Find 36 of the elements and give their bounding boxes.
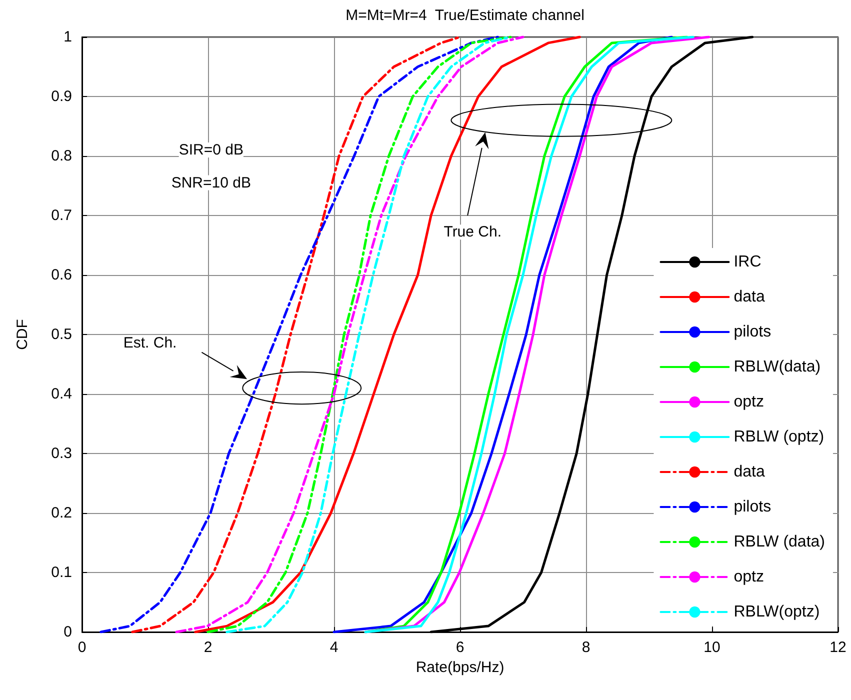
- y-tick-label: 0.2: [51, 504, 72, 522]
- annotation: True Ch.: [444, 224, 502, 241]
- annotation: Est. Ch.: [123, 334, 177, 352]
- y-tick-label: 0.7: [51, 207, 72, 224]
- x-tick-label: 8: [582, 639, 590, 656]
- y-tick-label: 0.8: [51, 148, 72, 164]
- legend-label: IRC: [734, 254, 762, 270]
- annotation: SNR=10 dB: [171, 174, 251, 192]
- legend-label: data: [734, 288, 765, 306]
- y-tick-label: 0: [64, 624, 72, 640]
- legend-label: RBLW (data): [734, 534, 825, 550]
- annotation: SIR=0 dB: [178, 142, 244, 159]
- x-tick-label: 12: [830, 639, 846, 656]
- chart-title: M=Mt=Mr=4 True/Estimate channel: [346, 7, 584, 24]
- legend-label: RBLW(data): [734, 358, 821, 376]
- y-tick-label: 0.5: [51, 326, 72, 343]
- legend-label: pilots: [734, 324, 772, 340]
- legend-label: optz: [734, 568, 764, 586]
- y-tick-label: 1: [64, 28, 72, 46]
- y-tick-label: 0.3: [51, 445, 72, 462]
- legend-label: data: [734, 464, 765, 480]
- x-tick-label: 0: [78, 639, 86, 656]
- legend-label: RBLW(optz): [734, 604, 820, 620]
- legend-label: optz: [734, 394, 764, 410]
- x-axis-title: Rate(bps/Hz): [416, 658, 504, 676]
- x-tick-label: 2: [204, 639, 212, 656]
- y-axis-title: CDF: [14, 319, 31, 350]
- x-tick-label: 6: [456, 639, 464, 656]
- y-tick-label: 0.4: [51, 386, 72, 402]
- x-tick-label: 10: [704, 639, 720, 656]
- legend-label: RBLW (optz): [734, 428, 824, 446]
- y-tick-label: 0.9: [51, 88, 72, 105]
- legend-label: pilots: [734, 498, 772, 516]
- y-tick-label: 0.6: [51, 266, 72, 284]
- y-tick-label: 0.1: [51, 564, 72, 581]
- x-tick-label: 4: [330, 639, 338, 656]
